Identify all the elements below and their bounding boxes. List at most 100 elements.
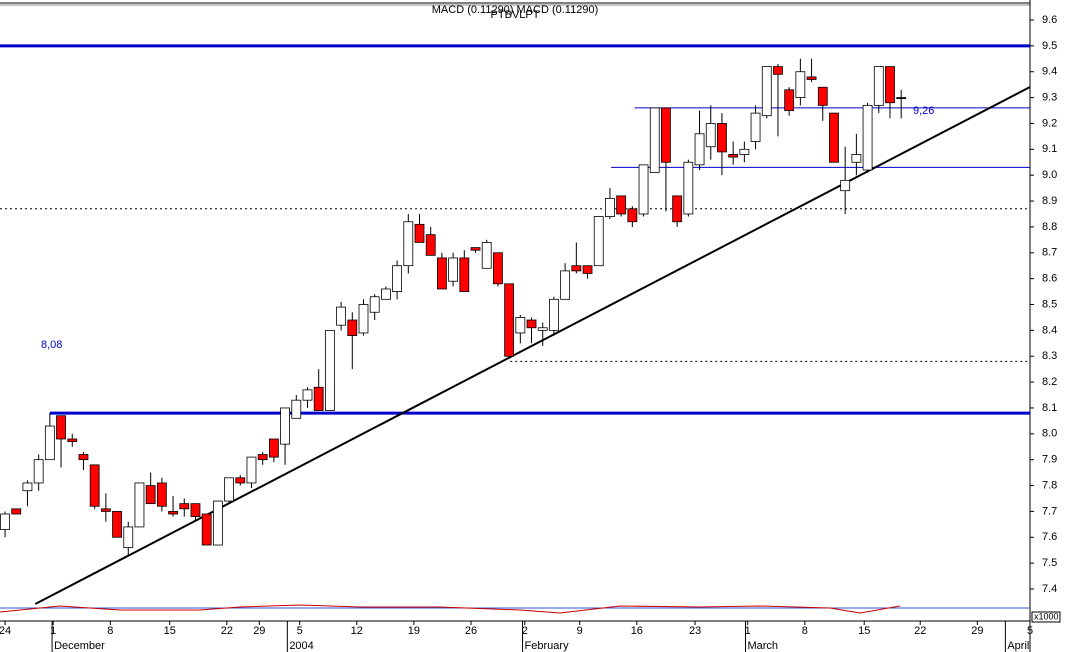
- y-tick-label: 8.4: [1042, 324, 1057, 336]
- candle-body: [448, 257, 459, 282]
- x-tick-label: 15: [858, 625, 870, 637]
- candle-body: [0, 513, 10, 530]
- candle-body: [481, 242, 492, 269]
- x-tick-label: 5: [1027, 625, 1033, 637]
- month-label: 2004: [289, 640, 313, 652]
- x-tick-label: 1: [50, 625, 56, 637]
- candle-body: [33, 459, 44, 484]
- y-tick-label: 8.7: [1042, 247, 1057, 259]
- candle-body: [862, 104, 873, 171]
- candle-body: [425, 234, 436, 256]
- candle-body: [280, 407, 290, 445]
- candle-body: [291, 399, 302, 419]
- candle-body: [201, 513, 212, 546]
- candle-body: [672, 195, 683, 223]
- y-tick-label: 9.6: [1042, 14, 1057, 26]
- candle-body: [829, 112, 839, 163]
- candle-body: [851, 154, 862, 163]
- candle-body: [100, 508, 111, 512]
- candle-body: [817, 86, 828, 106]
- y-tick-label: 9.2: [1042, 117, 1057, 129]
- candle-body: [515, 317, 526, 334]
- candle-body: [403, 221, 414, 267]
- candle-body: [683, 161, 694, 215]
- candle-body: [750, 112, 761, 142]
- y-tick-label: 7.4: [1042, 583, 1057, 595]
- candle-body: [123, 526, 134, 549]
- candle-body: [168, 511, 178, 515]
- y-tick-label: 9.5: [1042, 40, 1057, 52]
- candle-body: [22, 482, 33, 492]
- candle-body: [324, 329, 335, 411]
- candle-body: [784, 89, 795, 111]
- x-tick-label: 1: [745, 625, 751, 637]
- candle-body: [705, 123, 716, 148]
- x-tick-label: 8: [107, 625, 113, 637]
- candle-body: [89, 464, 100, 507]
- y-tick-label: 7.5: [1042, 557, 1057, 569]
- candle-body: [549, 298, 559, 331]
- x-tick-label: 23: [689, 625, 701, 637]
- candle-body: [470, 247, 481, 251]
- candle-body: [896, 97, 907, 99]
- candle-body: [145, 485, 156, 505]
- x-tick-label: 16: [631, 625, 643, 637]
- candle-body: [560, 270, 571, 300]
- x-tick-label: 29: [971, 625, 983, 637]
- candle-body: [313, 386, 324, 411]
- x-tick-label: 26: [465, 625, 477, 637]
- chart-subtitle: MACD (0.11290) MACD (0.11290): [432, 4, 599, 16]
- candle-body: [571, 265, 582, 272]
- candle-body: [380, 288, 391, 300]
- y-tick-label: 8.1: [1042, 402, 1057, 414]
- candle-body: [616, 195, 627, 215]
- indicator-curve: [0, 604, 901, 614]
- candle-body: [728, 154, 739, 158]
- candle-body: [661, 107, 671, 163]
- month-label: March: [747, 640, 778, 652]
- candle-body: [336, 306, 346, 326]
- month-label: December: [54, 640, 105, 652]
- candle-body: [773, 66, 783, 75]
- x-tick-label: 8: [802, 625, 808, 637]
- month-label: February: [525, 640, 570, 652]
- y-tick-label: 8.8: [1042, 221, 1057, 233]
- candle-body: [885, 66, 895, 104]
- candle-body: [840, 179, 851, 192]
- candle-body: [392, 265, 403, 292]
- annotation: 9,26: [913, 105, 934, 117]
- candle-body: [257, 454, 268, 461]
- y-tick-label: 7.7: [1042, 505, 1057, 517]
- candle-body: [504, 283, 515, 357]
- candle-body: [627, 208, 638, 223]
- x-tick-label: 5: [297, 625, 303, 637]
- y-tick-label: 8.5: [1042, 298, 1057, 310]
- y-tick-label: 7.6: [1042, 531, 1057, 543]
- x-tick-label: 22: [221, 625, 233, 637]
- x-tick-label: 22: [914, 625, 926, 637]
- candle-body: [190, 503, 201, 517]
- candle-body: [459, 257, 470, 292]
- x-tick-label: 24: [0, 625, 11, 637]
- candle-body: [493, 252, 503, 285]
- chart-title: PTBVLPT: [491, 9, 540, 21]
- candle-body: [44, 425, 55, 461]
- candle-body: [582, 265, 593, 274]
- candle-body: [78, 454, 89, 461]
- y-tick-label: 8.6: [1042, 273, 1057, 285]
- x-tick-label: 15: [164, 625, 176, 637]
- candle-body: [414, 223, 425, 243]
- candle-body: [67, 438, 78, 442]
- candle-body: [537, 327, 548, 331]
- candle-body: [156, 482, 167, 507]
- candle-body: [638, 164, 649, 215]
- candle-body: [649, 107, 660, 173]
- candle-body: [11, 508, 22, 515]
- candle-body: [717, 123, 727, 153]
- candle-body: [246, 456, 257, 484]
- x-tick-label: 12: [351, 625, 363, 637]
- candle-body: [179, 503, 190, 510]
- candle-body: [694, 133, 705, 166]
- candle-body: [112, 511, 122, 538]
- candle-body: [302, 389, 313, 401]
